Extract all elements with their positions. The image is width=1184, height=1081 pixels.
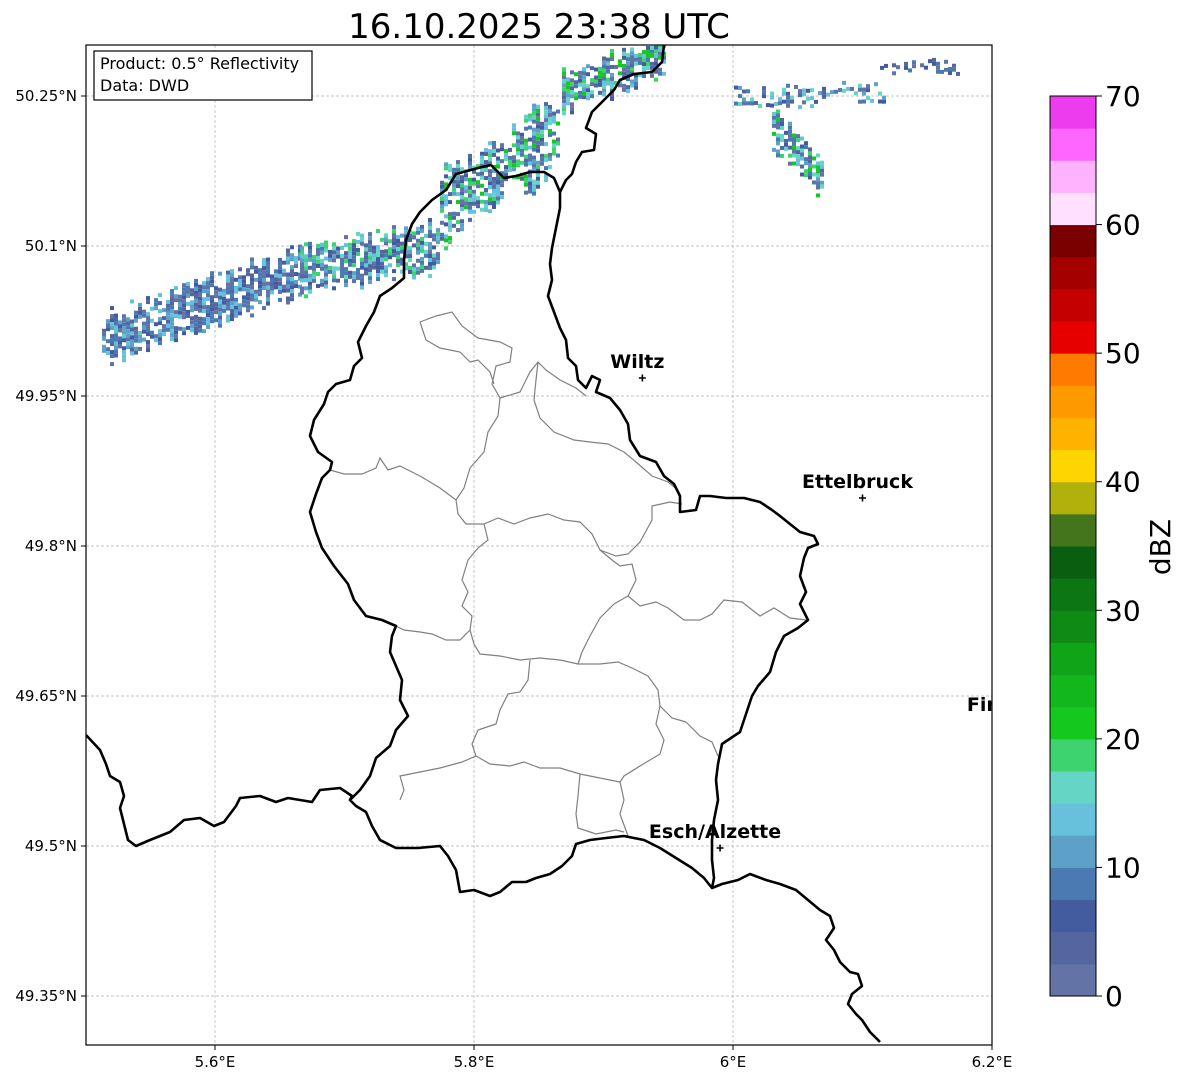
info-box-frame [93,50,313,101]
colorbar-swatch [1050,706,1096,740]
city-marker [1001,718,1008,725]
colorbar-swatch [1050,321,1096,354]
city-label: Esch/Alzette [649,821,781,843]
radar-echoes [102,45,960,367]
info-product: Product: 0.5° Reflectivity [100,54,299,73]
canton-boundary [329,311,513,501]
city-marker [638,374,646,382]
colorbar: 0 10 20 30 40 50 60 70 [1049,80,1141,1013]
colorbar-swatch [1050,771,1096,804]
colorbar-swatch [1050,481,1096,515]
lat-tick-label: 50.1°N [25,237,77,255]
map-area: Wiltz Ettelbruck Findel Esch/Alzette Produc… [85,44,1033,1046]
canton-boundary [379,523,489,641]
city-label: Findel [967,694,1033,716]
colorbar-swatch [1050,417,1096,451]
colorbar-tick-label: 20 [1105,723,1141,756]
city-markers: Wiltz Ettelbruck Findel Esch/Alzette [610,351,1033,852]
lat-tick-label: 49.35°N [15,987,77,1005]
longitude-axis: 5.6°E5.8°E6°E6.2°E6.4°E6.6°E [195,1045,1013,1071]
lon-tick-label: 6°E [720,1053,747,1071]
colorbar-swatch [1050,803,1096,836]
canton-boundary [399,659,531,801]
canton-boundaries [329,311,807,837]
canton-boundary [419,321,495,385]
canton-boundary [575,773,625,835]
lat-tick-label: 49.95°N [15,387,77,405]
city-ettelbruck[interactable]: Ettelbruck [802,471,913,502]
colorbar-label: dBZ [1144,519,1177,575]
canton-boundary [499,361,587,399]
canton-boundary [469,629,687,723]
city-label: Ettelbruck [802,471,913,493]
colorbar-swatch [1050,931,1096,965]
colorbar-swatch [1050,128,1096,161]
city-label: Wiltz [610,351,664,373]
belgium-france-border [86,734,354,848]
colorbar-frame [1049,95,1097,997]
lat-tick-label: 49.8°N [25,537,77,555]
city-findel[interactable]: Findel [967,694,1033,725]
lat-tick-label: 50.25°N [15,87,77,105]
colorbar-swatch [1050,288,1096,322]
colorbar-swatch [1050,546,1096,579]
luxembourg-border [308,163,820,898]
colorbar-swatch [1050,963,1096,997]
colorbar-swatch [1050,513,1096,547]
germany-france-border-south [711,872,881,1043]
colorbar-swatch [1050,449,1096,483]
colorbar-swatch [1050,867,1096,901]
city-wiltz[interactable]: Wiltz [610,351,664,382]
colorbar-swatch [1050,578,1096,611]
colorbar-swatch [1050,835,1096,868]
colorbar-swatch [1050,256,1096,290]
lat-tick-label: 49.65°N [15,687,77,705]
germany-border-north [558,45,666,193]
info-source: Data: DWD [100,76,189,95]
city-eschalzette[interactable]: Esch/Alzette [649,821,781,852]
map-title: 16.10.2025 23:38 UTC [348,7,730,47]
lon-tick-label: 6.2°E [972,1053,1013,1071]
map-background [86,45,992,1045]
latitude-axis: 50.25°N 50.1°N 49.95°N 49.8°N 49.65°N 49.5°N 4… [15,87,86,1005]
lon-tick-label: 5.8°E [454,1053,495,1071]
canton-boundary [619,705,665,783]
colorbar-swatch [1050,96,1096,129]
colorbar-swatch [1050,192,1096,226]
colorbar-swatch [1050,642,1096,676]
city-marker [859,494,866,502]
colorbar-swatch [1050,738,1096,772]
colorbar-tick-label: 70 [1105,80,1141,113]
colorbar-swatch [1050,224,1096,258]
colorbar-tick-label: 60 [1105,209,1141,242]
canton-boundary [685,721,719,757]
info-box: Product: 0.5° Reflectivity Data: DWD [93,50,313,101]
country-borders [86,45,881,1043]
colorbar-swatch [1050,674,1096,708]
canton-boundary [475,755,629,837]
lon-tick-label: 5.6°E [195,1053,236,1071]
colorbar-tick-label: 50 [1105,337,1141,370]
canton-boundary [627,595,807,621]
colorbar-tick-label: 10 [1105,851,1141,884]
lat-tick-label: 49.5°N [25,837,77,855]
colorbar-swatch [1050,610,1096,643]
colorbar-tick-label: 0 [1105,980,1123,1013]
colorbar-swatch [1050,353,1096,386]
colorbar-tick-label: 40 [1105,466,1141,499]
map-frame [85,44,993,1046]
city-marker [716,844,724,852]
colorbar-tick-label: 30 [1105,594,1141,627]
colorbar-swatch [1050,160,1096,193]
colorbar-swatch [1050,899,1096,933]
colorbar-swatch [1050,385,1096,418]
canton-boundary [533,361,679,491]
